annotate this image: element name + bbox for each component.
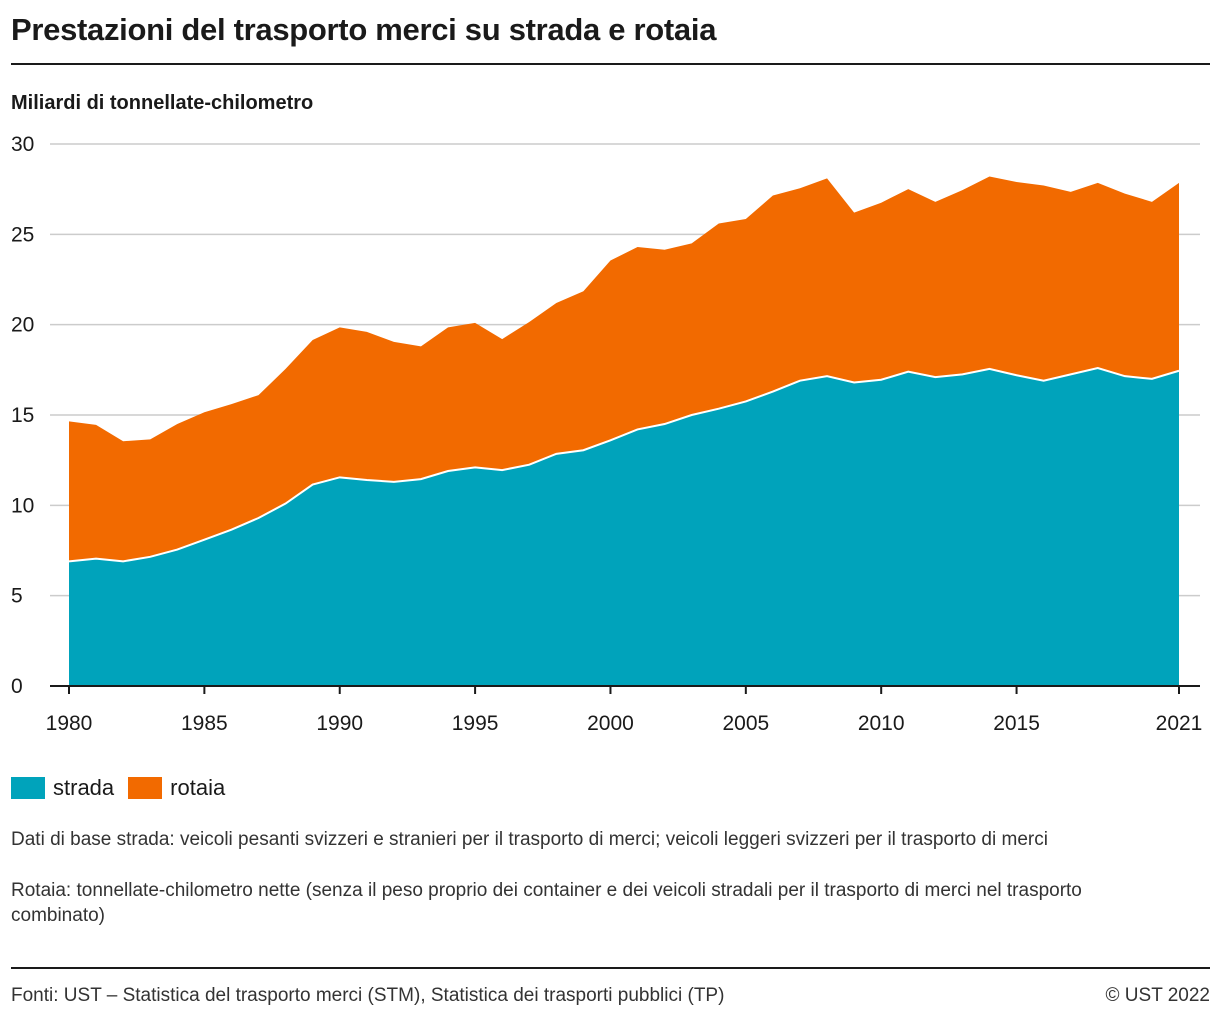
chart-title: Prestazioni del trasporto merci su strad… bbox=[11, 12, 717, 47]
y-tick-label-5: 5 bbox=[11, 585, 23, 608]
legend-label-rotaia: rotaia bbox=[170, 775, 226, 800]
title-divider bbox=[11, 63, 1210, 65]
y-tick-label-10: 10 bbox=[11, 494, 34, 517]
legend-label-strada: strada bbox=[53, 775, 115, 800]
area-strada bbox=[69, 368, 1179, 686]
x-tick-label-2015: 2015 bbox=[993, 712, 1040, 735]
y-tick-label-0: 0 bbox=[11, 675, 23, 698]
x-tick-label-1990: 1990 bbox=[316, 712, 363, 735]
y-tick-label-25: 25 bbox=[11, 223, 34, 246]
source-credit: Fonti: UST – Statistica del trasporto me… bbox=[11, 985, 725, 1006]
area-series bbox=[68, 176, 1180, 686]
legend-swatch-strada bbox=[11, 777, 45, 799]
x-tick-label-1980: 1980 bbox=[46, 712, 93, 735]
y-axis-unit-label: Miliardi di tonnellate-chilometro bbox=[11, 92, 314, 114]
x-tick-label-2000: 2000 bbox=[587, 712, 634, 735]
x-tick-label-1985: 1985 bbox=[181, 712, 228, 735]
y-tick-label-20: 20 bbox=[11, 314, 34, 337]
x-tick-label-2005: 2005 bbox=[722, 712, 769, 735]
stacked-area-chart: 0 5 10 15 20 25 30 1980 1985 1990 1995 2000 2005 2010… bbox=[11, 133, 1202, 735]
y-tick-label-15: 15 bbox=[11, 404, 34, 427]
area-rotaia bbox=[69, 176, 1179, 562]
legend: strada rotaia bbox=[11, 775, 239, 801]
axes: 0 5 10 15 20 25 30 1980 1985 1990 1995 2000 2005 2010… bbox=[11, 133, 1202, 735]
copyright: © UST 2022 bbox=[1105, 985, 1210, 1006]
legend-item-strada: strada bbox=[11, 775, 114, 801]
note-road-data: Dati di base strada: veicoli pesanti svi… bbox=[11, 829, 1048, 850]
footer-divider bbox=[11, 967, 1210, 969]
x-tick-label-2021: 2021 bbox=[1156, 712, 1203, 735]
note-rail-data: Rotaia: tonnellate-chilometro nette (sen… bbox=[11, 880, 1082, 926]
legend-swatch-rotaia bbox=[128, 777, 163, 799]
legend-item-rotaia: rotaia bbox=[128, 775, 225, 801]
y-tick-label-30: 30 bbox=[11, 133, 34, 156]
series-boundary-line bbox=[68, 366, 1180, 563]
x-tick-label-1995: 1995 bbox=[452, 712, 499, 735]
x-tick-label-2010: 2010 bbox=[858, 712, 905, 735]
